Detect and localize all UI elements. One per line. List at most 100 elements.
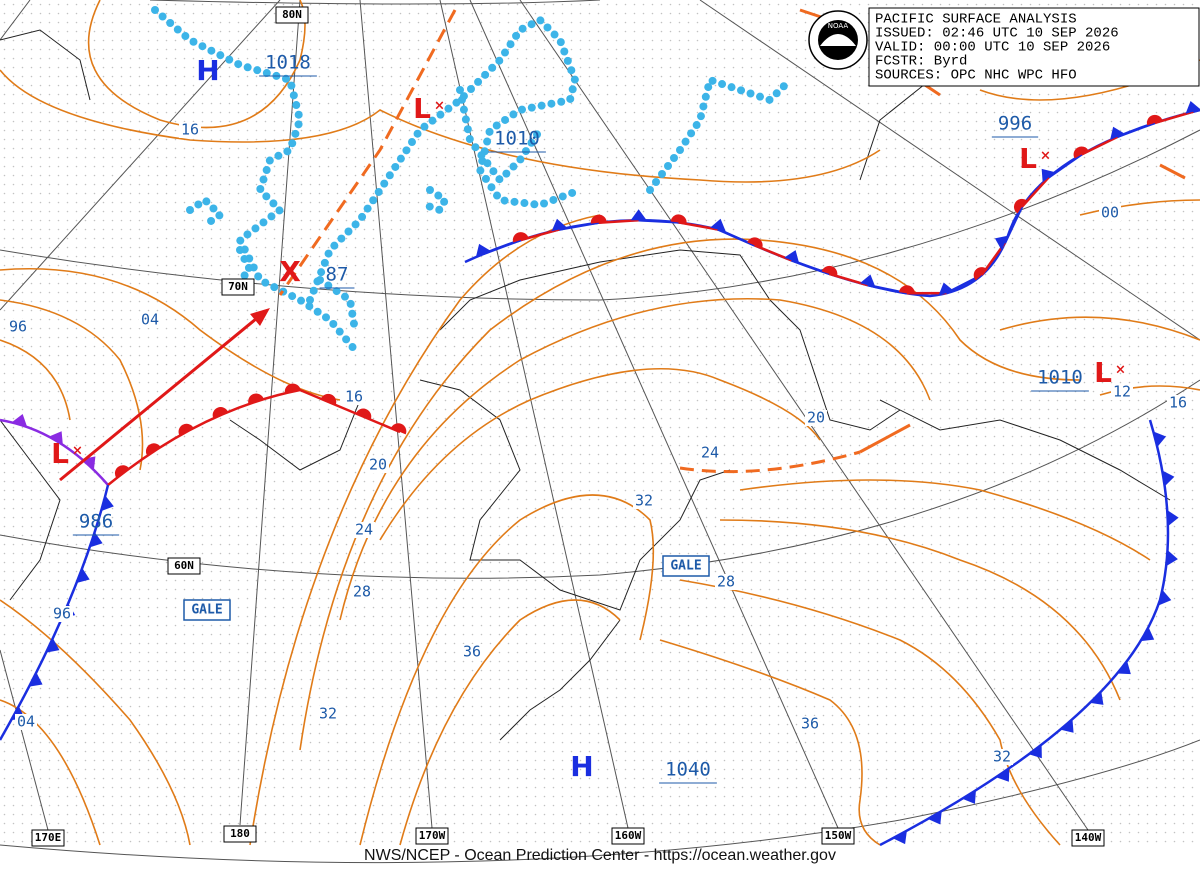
ice-dot <box>704 83 713 92</box>
isobar <box>379 368 821 541</box>
ice-dot <box>527 20 536 29</box>
lon-line <box>0 0 31 41</box>
grid-label-box <box>223 825 257 843</box>
system-pressure: 87 <box>326 264 349 286</box>
ice-dot <box>251 224 260 233</box>
ice-dot <box>537 101 546 110</box>
isobar-label-bg <box>179 122 201 138</box>
grid-label: 150W <box>825 829 852 842</box>
isobar-label-bg <box>353 522 375 538</box>
ice-dot <box>346 299 355 308</box>
coastline <box>879 399 1171 501</box>
ice-dot <box>664 162 672 170</box>
front-segment <box>559 221 599 231</box>
warning-label: GALE <box>670 559 701 574</box>
ice-dot <box>466 85 475 94</box>
trough <box>859 423 911 454</box>
front-segment <box>1154 110 1194 125</box>
ice-dot <box>275 206 284 215</box>
system-pressure: 1010 <box>494 128 540 150</box>
ice-dot <box>313 307 322 316</box>
ice-dot <box>474 77 483 86</box>
front-symbol <box>747 237 763 249</box>
ice-dot <box>518 24 527 33</box>
lon-line <box>359 0 433 829</box>
ice-dot <box>436 110 445 119</box>
front-symbol <box>710 218 726 232</box>
ice-dot <box>530 200 539 209</box>
ice-dot <box>309 286 318 295</box>
ice-dot <box>708 76 717 85</box>
front-symbol <box>1073 146 1089 159</box>
grid-label-box <box>821 827 855 845</box>
ice-dot <box>536 16 545 25</box>
isobar-label: 32 <box>319 705 337 723</box>
ice-dot <box>287 81 296 90</box>
ice-dot <box>549 195 558 204</box>
footer: NWS/NCEP - Ocean Prediction Center - htt… <box>364 847 836 864</box>
header-forecaster: FCSTR: Byrd <box>875 54 967 70</box>
ice-dot <box>533 130 542 139</box>
trough <box>278 9 457 296</box>
isobar <box>679 579 1061 846</box>
front-symbol <box>475 243 491 258</box>
ice-dot <box>396 154 405 163</box>
front-segment <box>1003 206 1024 244</box>
ice-dot <box>292 101 301 110</box>
ice-dot <box>225 55 234 64</box>
ice-dot <box>259 218 268 227</box>
system-pressure: 986 <box>79 511 113 533</box>
coastline <box>0 29 91 101</box>
system-pressure: 996 <box>998 113 1032 135</box>
ice-dot <box>297 296 306 305</box>
isobar-label: 28 <box>353 583 371 601</box>
ice-dot <box>270 283 279 292</box>
ice-dot <box>332 287 341 296</box>
ice-dot <box>288 139 297 148</box>
ice-dot <box>543 23 552 32</box>
isobar-label-bg <box>367 457 389 473</box>
isobar-label-bg <box>15 714 37 730</box>
isobar <box>299 238 1081 751</box>
front-symbol <box>1117 660 1131 675</box>
ice-dot <box>485 127 494 136</box>
isobar-label-bg <box>51 606 73 622</box>
ice-dot <box>391 162 400 171</box>
grid-label: 180 <box>230 827 250 840</box>
header-valid: VALID: 00:00 UTC 10 SEP 2026 <box>875 40 1110 56</box>
coastlines <box>0 29 1171 741</box>
front-symbol <box>962 790 976 804</box>
ice-dot <box>320 258 329 267</box>
motion-arrow <box>59 308 270 482</box>
ice-dot <box>527 138 536 147</box>
isobar <box>0 699 101 846</box>
ice-dot <box>520 199 529 208</box>
ice-dot <box>699 102 708 111</box>
ice-dot <box>696 112 705 121</box>
system-symbol: L <box>1019 142 1037 175</box>
ice-dot <box>670 154 678 162</box>
ice-dot <box>240 271 249 280</box>
system-symbol: L <box>413 92 431 125</box>
front-symbol <box>938 282 955 296</box>
isobar-label: 24 <box>701 444 719 462</box>
header-sources: SOURCES: OPC NHC WPC HFO <box>875 68 1077 84</box>
isobar-label: 24 <box>355 521 373 539</box>
system-x: × <box>1040 149 1051 164</box>
ice-dot <box>727 83 736 92</box>
ice-dot <box>428 116 437 125</box>
ice-dot <box>510 197 519 206</box>
ice-dot <box>440 197 449 206</box>
isobar-label-bg <box>715 574 737 590</box>
isobar <box>1079 199 1200 216</box>
ice-dot <box>492 121 501 130</box>
ice-dot <box>291 129 300 138</box>
ice-dot <box>262 192 271 201</box>
front-symbol <box>1041 168 1055 183</box>
ice-dot <box>198 42 207 51</box>
ice-dot <box>240 254 249 263</box>
ice-dot <box>289 91 298 100</box>
ice-dot <box>527 103 536 112</box>
ice-dot <box>269 199 278 208</box>
isobar-label-bg <box>799 716 821 732</box>
